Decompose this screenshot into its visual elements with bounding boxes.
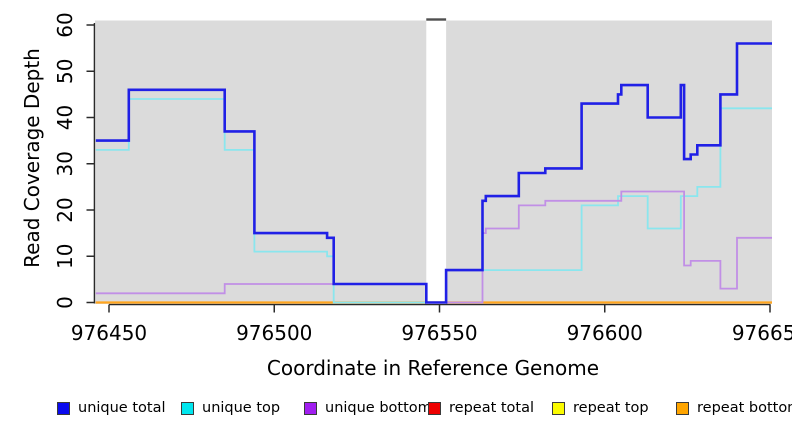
y-tick-label: 30 bbox=[53, 151, 77, 176]
y-tick-label: 60 bbox=[53, 12, 77, 37]
series-line-unique-total bbox=[95, 42, 772, 304]
y-tick-label: 10 bbox=[53, 244, 77, 269]
x-tick-label: 976500 bbox=[236, 321, 312, 345]
y-tick-label: 50 bbox=[53, 59, 77, 84]
masked-region-top-bar bbox=[426, 18, 447, 21]
x-tick-label: 976550 bbox=[401, 321, 477, 345]
y-axis-title: Read Coverage Depth bbox=[20, 48, 44, 268]
series-line-unique-top bbox=[95, 98, 772, 304]
y-tick-label: 20 bbox=[53, 197, 77, 222]
masked-region bbox=[426, 20, 447, 304]
y-tick-label: 0 bbox=[53, 296, 77, 309]
x-tick-label: 976450 bbox=[71, 321, 147, 345]
x-tick-label: 976600 bbox=[567, 321, 643, 345]
x-axis-title: Coordinate in Reference Genome bbox=[267, 356, 599, 380]
y-tick-label: 40 bbox=[53, 105, 77, 130]
